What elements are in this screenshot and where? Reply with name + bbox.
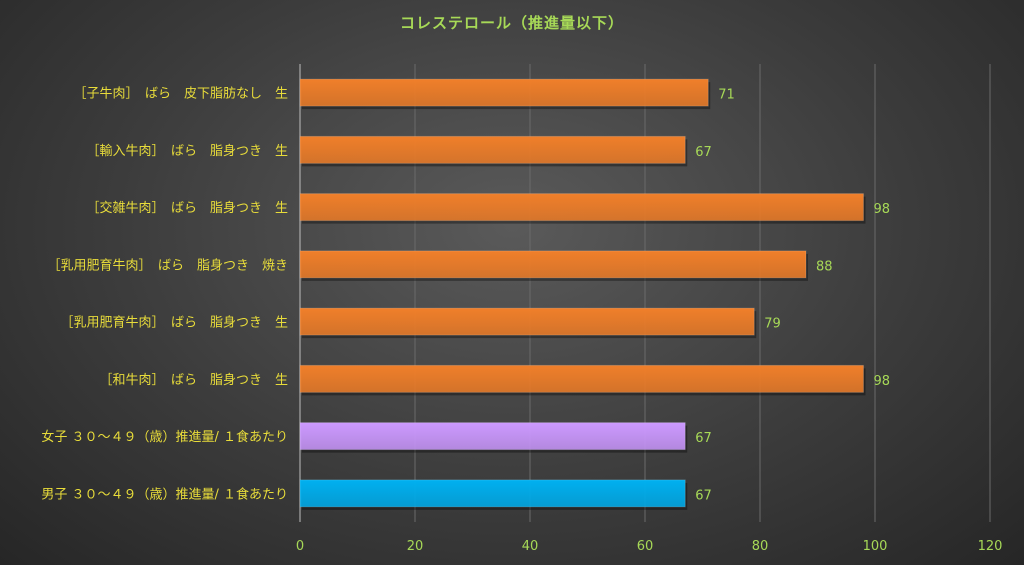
bar-7 [299,422,686,451]
category-label-2: ［輸入牛肉］ ばら 脂身つき 生 [86,143,288,159]
bar-8 [299,479,686,508]
value-label-4: 88 [816,259,833,274]
bar-2 [299,135,686,164]
category-label-4: ［乳用肥育牛肉］ ばら 脂身つき 焼き [47,257,288,273]
category-label-7: 女子 ３０～４９（歳）推進量/ １食あたり [41,429,288,445]
value-label-7: 67 [695,431,712,446]
bar-1 [299,78,709,107]
category-label-8: 男子 ３０～４９（歳）推進量/ １食あたり [41,486,288,502]
value-label-1: 71 [718,88,735,103]
bar-6 [299,364,864,393]
x-tick-label-100: 100 [863,539,888,554]
value-label-3: 98 [874,202,891,217]
category-label-1: ［子牛肉］ ばら 皮下脂肪なし 生 [73,86,288,102]
value-label-5: 79 [764,317,781,332]
value-label-2: 67 [695,145,712,160]
bar-5 [299,307,755,336]
bar-3 [299,193,864,222]
category-label-5: ［乳用肥育牛肉］ ばら 脂身つき 生 [60,315,288,331]
x-tick-label-0: 0 [296,539,304,554]
x-tick-label-80: 80 [752,539,769,554]
category-label-3: ［交雑牛肉］ ばら 脂身つき 生 [86,200,288,216]
x-tick-label-20: 20 [407,539,424,554]
category-label-6: ［和牛肉］ ばら 脂身つき 生 [99,372,288,388]
value-label-6: 98 [874,374,891,389]
x-tick-label-40: 40 [522,539,539,554]
chart-title: コレステロール（推進量以下） [399,14,624,32]
x-tick-label-120: 120 [978,539,1003,554]
x-tick-label-60: 60 [637,539,654,554]
bar-4 [299,250,807,279]
value-label-8: 67 [695,488,712,503]
